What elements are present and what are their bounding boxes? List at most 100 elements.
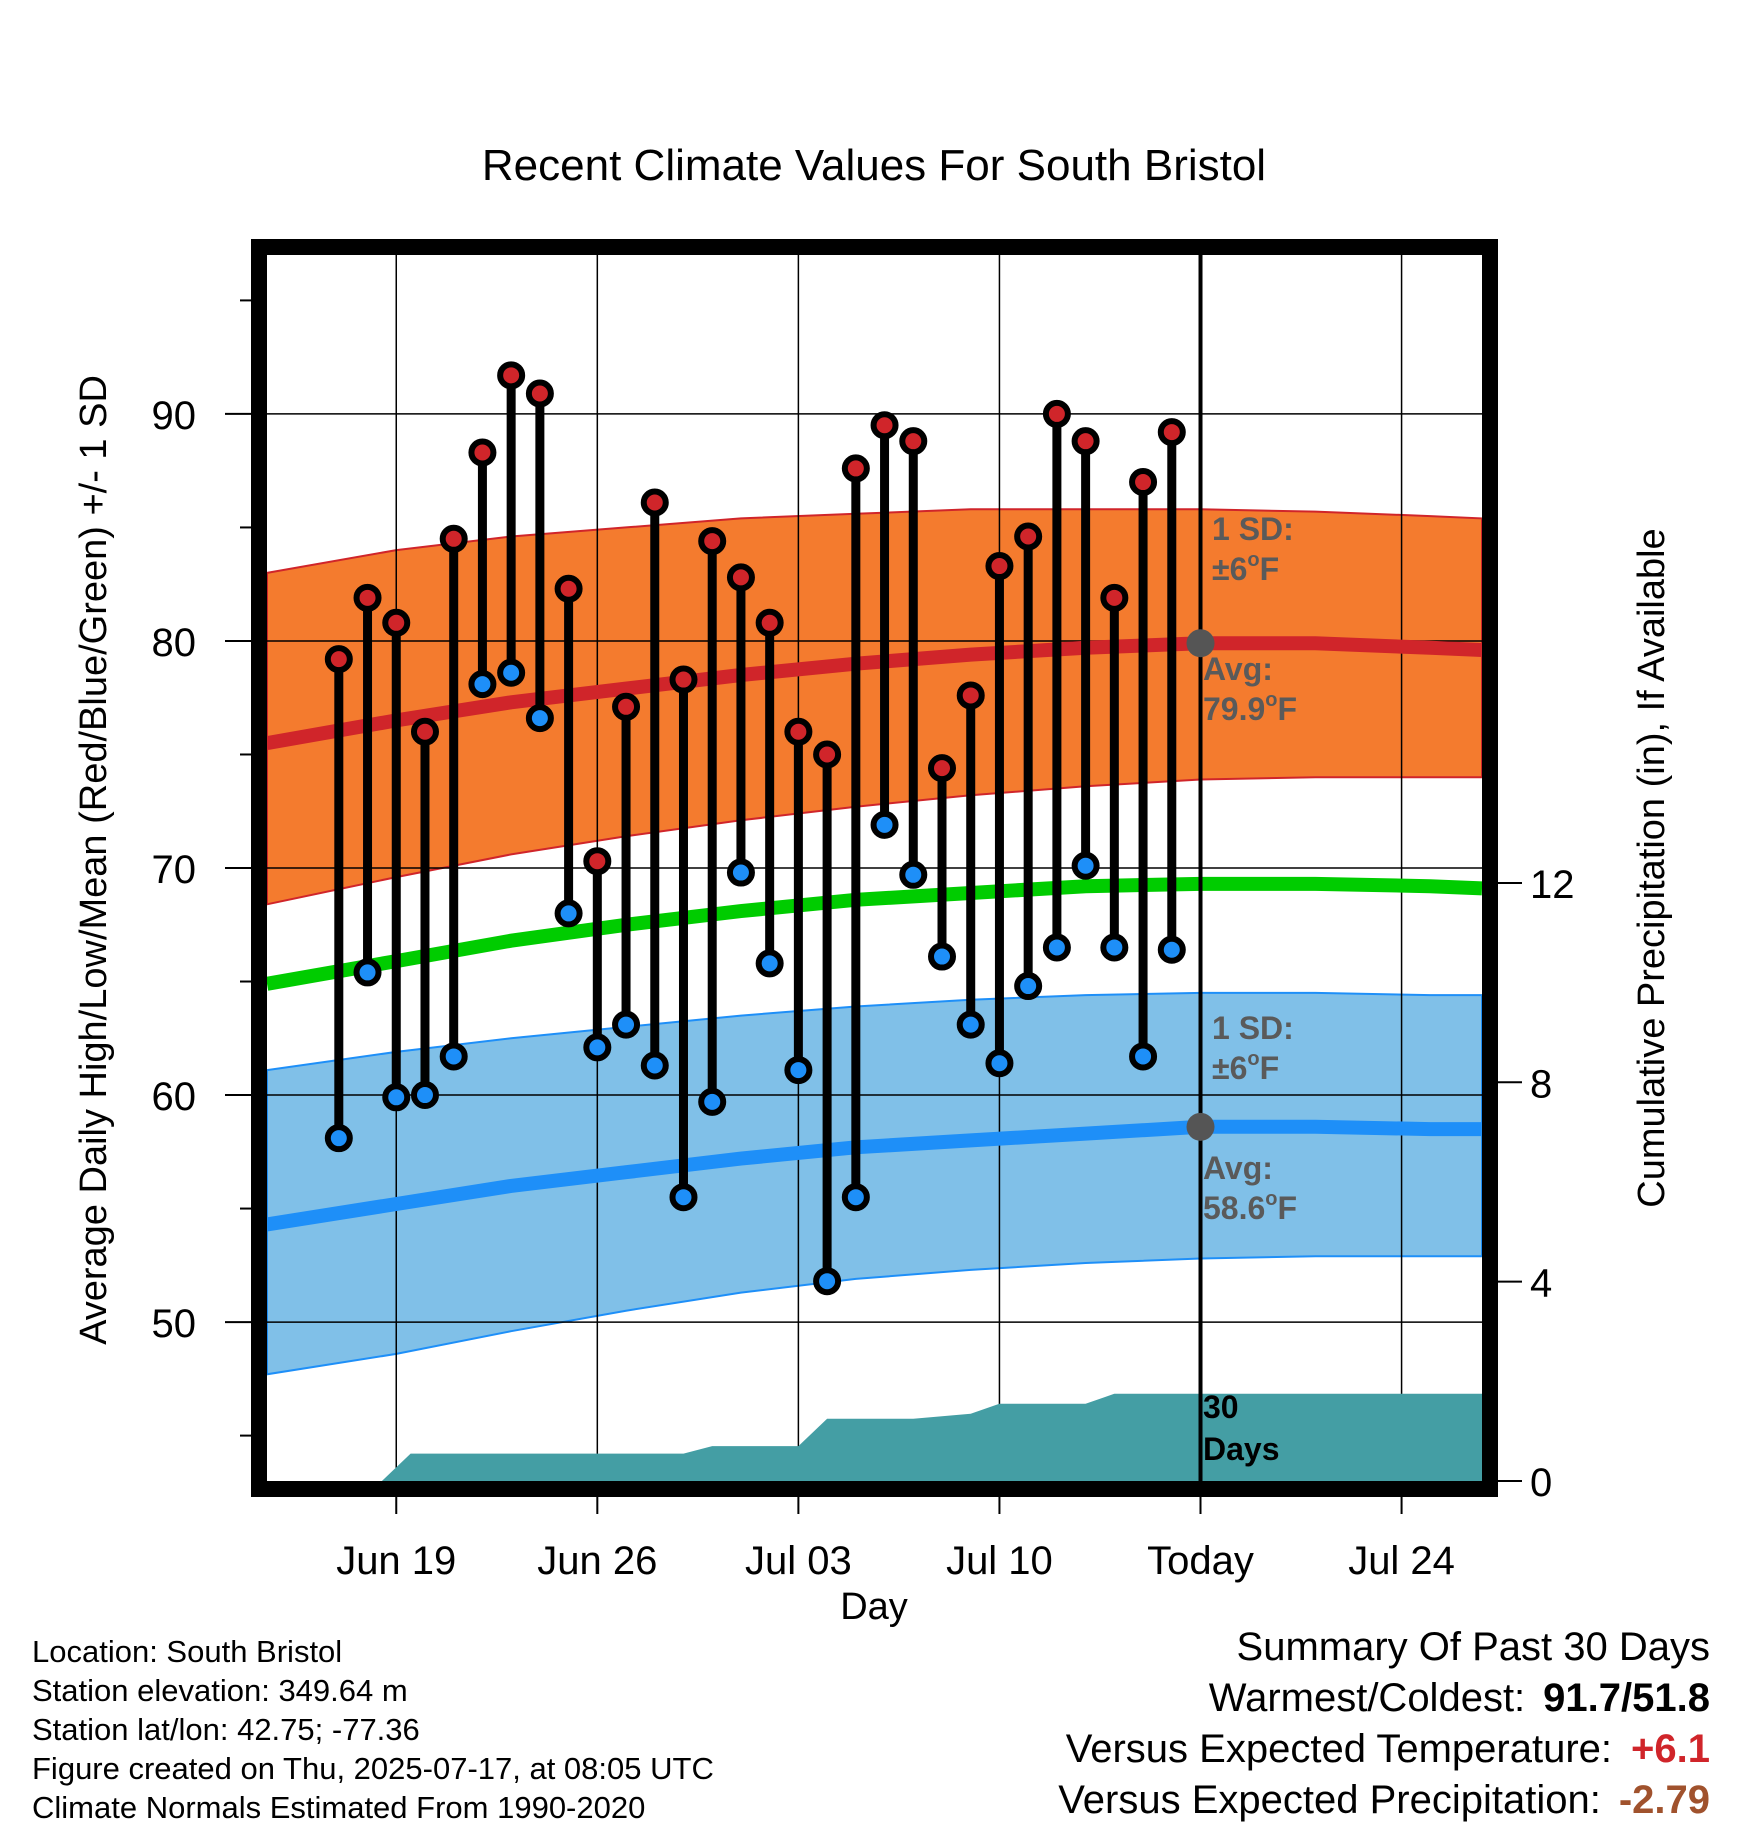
daily-high-point	[928, 754, 956, 783]
high-avg-label: Avg:	[1203, 651, 1273, 687]
daily-low-point	[928, 942, 956, 971]
daily-high-point	[1071, 427, 1100, 456]
created-text: Figure created on Thu, 2025-07-17, at 08…	[32, 1751, 714, 1786]
elevation-text: Station elevation: 349.64 m	[32, 1673, 408, 1708]
daily-low-point	[324, 1124, 353, 1153]
chart-title: Recent Climate Values For South Bristol	[482, 141, 1266, 190]
daily-high-point	[525, 379, 554, 408]
y-tick-label: 90	[152, 394, 197, 438]
daily-high-point	[410, 717, 439, 746]
daily-low-point	[870, 810, 899, 839]
axis-ticks	[225, 299, 1522, 1514]
high-sd-label: 1 SD:	[1212, 511, 1294, 547]
today-high-avg-marker	[1186, 629, 1215, 658]
high-avg-value: 79.9oF	[1203, 689, 1297, 727]
x-tick-label: Today	[1147, 1539, 1254, 1583]
daily-high-point	[640, 488, 669, 517]
daily-high-point	[612, 692, 641, 721]
daily-high-point	[956, 681, 985, 710]
daily-range-stems	[334, 375, 1177, 1282]
daily-low-point	[669, 1183, 698, 1212]
warm-cold-row: Warmest/Coldest: 91.7/51.8	[1058, 1673, 1710, 1724]
y-tick-label: 60	[152, 1075, 197, 1119]
daily-high-point	[698, 527, 727, 556]
band-annotations: 1 SD: ±6oF Avg: 79.9oF 1 SD: ±6oF Avg: 5…	[1203, 511, 1297, 1467]
daily-high-point	[841, 454, 870, 483]
daily-low-point	[1042, 933, 1071, 962]
daily-high-point	[784, 717, 813, 746]
daily-low-point	[985, 1049, 1014, 1078]
days-word-label: Days	[1203, 1431, 1280, 1467]
daily-low-point	[755, 949, 784, 978]
low-avg-label: Avg:	[1203, 1150, 1273, 1186]
daily-low-point	[784, 1056, 813, 1085]
low-sd-label: 1 SD:	[1212, 1010, 1294, 1046]
x-tick-label: Jul 03	[745, 1539, 852, 1583]
temp-label: Versus Expected Temperature:	[1065, 1727, 1612, 1771]
y-axis-label: Average Daily High/Low/Mean (Red/Blue/Gr…	[73, 375, 115, 1345]
daily-high-point	[497, 361, 526, 390]
location-text: Location: South Bristol	[32, 1634, 343, 1669]
daily-low-point	[1157, 935, 1186, 964]
daily-low-point	[1129, 1042, 1158, 1071]
today-low-avg-marker	[1186, 1112, 1215, 1141]
precipitation	[338, 1393, 1482, 1481]
daily-high-point	[985, 552, 1014, 581]
normals-text: Climate Normals Estimated From 1990-2020	[32, 1790, 646, 1825]
daily-low-point	[956, 1010, 985, 1039]
daily-low-point	[1071, 851, 1100, 880]
daily-low-point	[1014, 972, 1043, 1001]
daily-high-point	[669, 665, 698, 694]
high-sd-value: ±6oF	[1212, 549, 1279, 587]
daily-low-point	[497, 658, 526, 687]
low-avg-value: 58.6oF	[1203, 1188, 1297, 1226]
daily-high-point	[554, 574, 583, 603]
y-tick-label: 50	[152, 1302, 197, 1346]
daily-high-point	[899, 427, 928, 456]
daily-high-point	[1129, 468, 1158, 497]
daily-low-point	[899, 860, 928, 889]
temp-row: Versus Expected Temperature: +6.1	[1058, 1724, 1710, 1775]
y2-tick-label: 12	[1530, 863, 1575, 907]
x-axis-label: Day	[840, 1586, 908, 1628]
daily-high-point	[1100, 583, 1129, 612]
x-tick-label: Jul 10	[946, 1539, 1053, 1583]
daily-high-point	[324, 645, 353, 674]
daily-high-point	[755, 608, 784, 637]
y2-tick-label: 4	[1530, 1262, 1552, 1306]
y2-tick-label: 8	[1530, 1062, 1552, 1106]
latlon-text: Station lat/lon: 42.75; -77.36	[32, 1712, 420, 1747]
daily-low-point	[726, 858, 755, 887]
daily-low-point	[612, 1010, 641, 1039]
x-tick-label: Jun 26	[537, 1539, 657, 1583]
summary-title: Summary Of Past 30 Days	[1236, 1625, 1710, 1669]
daily-low-point	[1100, 933, 1129, 962]
daily-low-point	[813, 1267, 842, 1296]
precip-area	[338, 1393, 1482, 1481]
climate-chart: 1 SD: ±6oF Avg: 79.9oF 1 SD: ±6oF Avg: 5…	[73, 141, 1673, 1628]
daily-low-point	[468, 670, 497, 699]
daily-low-point	[841, 1183, 870, 1212]
daily-low-point	[353, 958, 382, 987]
daily-low-point	[439, 1042, 468, 1071]
daily-points	[324, 361, 1186, 1296]
warm-cold-label: Warmest/Coldest:	[1208, 1676, 1526, 1720]
today-marker	[1186, 255, 1215, 1481]
daily-high-point	[813, 740, 842, 769]
precip-value: -2.79	[1618, 1778, 1710, 1822]
daily-high-point	[468, 438, 497, 467]
daily-high-point	[583, 847, 612, 876]
daily-low-point	[554, 899, 583, 928]
y-tick-label: 80	[152, 621, 197, 665]
x-tick-label: Jun 19	[336, 1539, 456, 1583]
daily-high-point	[1014, 522, 1043, 551]
y-tick-label: 70	[152, 848, 197, 892]
y2-axis-label: Cumulative Precipitation (in), If Availa…	[1631, 528, 1673, 1207]
daily-low-point	[410, 1081, 439, 1110]
temp-value: +6.1	[1631, 1727, 1710, 1771]
daily-low-point	[583, 1033, 612, 1062]
daily-low-point	[640, 1051, 669, 1080]
daily-high-point	[382, 608, 411, 637]
low-sd-value: ±6oF	[1212, 1048, 1279, 1086]
daily-high-point	[439, 524, 468, 553]
